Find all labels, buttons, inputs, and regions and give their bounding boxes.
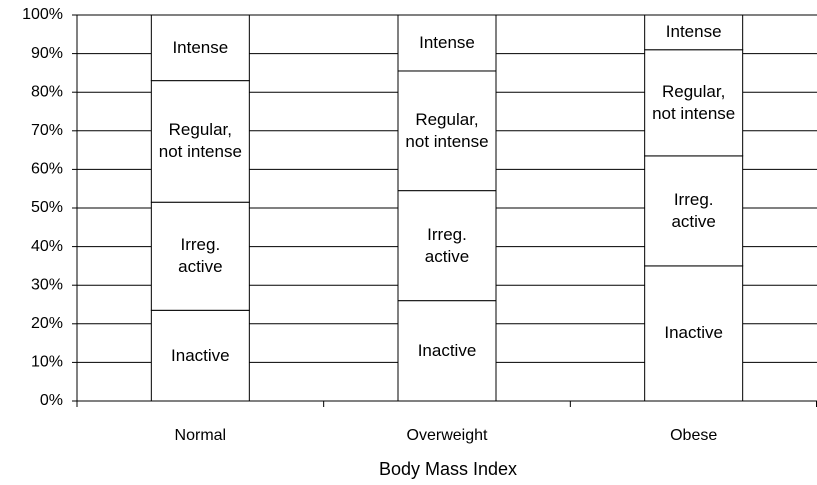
- y-tick-label: 40%: [31, 238, 63, 255]
- y-tick-label: 80%: [31, 83, 63, 100]
- y-tick-label: 60%: [31, 161, 63, 178]
- bar-segment: [150, 309, 250, 402]
- segment-label: Irreg. active: [671, 189, 716, 231]
- segment-label: Inactive: [417, 340, 477, 360]
- segment-label: Regular, not intense: [405, 109, 489, 151]
- segment-label-box: Intense: [398, 15, 496, 71]
- y-tick-label: 30%: [31, 276, 63, 293]
- y-tick-label: 90%: [31, 45, 63, 62]
- segment-label-wrap: Inactive: [645, 266, 743, 401]
- segment-label-wrap: Regular, not intense: [645, 50, 743, 156]
- bar-segment: [644, 14, 744, 51]
- y-tick-label: 50%: [31, 199, 63, 216]
- y-tick-label: 100%: [22, 6, 63, 23]
- bar-segment: [397, 190, 497, 302]
- segment-label: Inactive: [171, 345, 230, 365]
- segment-label-box: Irreg. active: [645, 156, 743, 266]
- x-tick-label: Obese: [670, 427, 717, 444]
- segment-label-box: Inactive: [151, 310, 249, 401]
- y-tick-label: 70%: [31, 122, 63, 139]
- segment-label-wrap: Intense: [645, 15, 743, 50]
- segment-label-wrap: Irreg. active: [645, 156, 743, 266]
- segment-label: Regular, not intense: [652, 81, 736, 123]
- segment-label-wrap: Irreg. active: [398, 191, 496, 301]
- segment-label: Regular, not intense: [158, 120, 242, 162]
- segment-label-box: Intense: [151, 15, 249, 81]
- segment-label: Intense: [665, 22, 722, 42]
- bar-segment: [644, 155, 744, 267]
- x-axis-label: Body Mass Index: [379, 459, 517, 479]
- segment-label-wrap: Intense: [151, 15, 249, 81]
- segment-label-box: Regular, not intense: [645, 50, 743, 156]
- bar-segment: [397, 300, 497, 402]
- segment-label: Inactive: [664, 323, 723, 343]
- segment-label-wrap: Regular, not intense: [398, 71, 496, 191]
- segment-label-box: Regular, not intense: [151, 81, 249, 203]
- bar-segment: [397, 70, 497, 192]
- x-tick-label: Normal: [175, 427, 227, 444]
- segment-label-box: Regular, not intense: [398, 71, 496, 191]
- segment-label-box: Irreg. active: [398, 191, 496, 301]
- bar-segment: [397, 14, 497, 72]
- segment-label-box: Inactive: [645, 266, 743, 401]
- segment-label-box: Inactive: [398, 301, 496, 401]
- y-tick-label: 20%: [31, 315, 63, 332]
- segment-label-wrap: Inactive: [151, 310, 249, 401]
- y-tick-label: 0%: [40, 392, 63, 409]
- bar-segment: [644, 49, 744, 157]
- segment-label-box: Irreg. active: [151, 202, 249, 310]
- bar-segment: [150, 201, 250, 311]
- segment-label: Irreg. active: [178, 235, 223, 277]
- y-tick-label: 10%: [31, 354, 63, 371]
- segment-label: Irreg. active: [424, 224, 470, 266]
- bar-segment: [150, 14, 250, 82]
- segment-label-wrap: Regular, not intense: [151, 81, 249, 203]
- bar-segment: [150, 80, 250, 203]
- x-tick-label: Overweight: [407, 427, 488, 444]
- bar-segment: [644, 265, 744, 402]
- segment-label-wrap: Intense: [398, 15, 496, 71]
- segment-label-wrap: Inactive: [398, 301, 496, 401]
- segment-label-wrap: Irreg. active: [151, 202, 249, 310]
- segment-label-box: Intense: [645, 15, 743, 50]
- segment-label: Intense: [419, 32, 475, 52]
- segment-label: Intense: [172, 37, 229, 57]
